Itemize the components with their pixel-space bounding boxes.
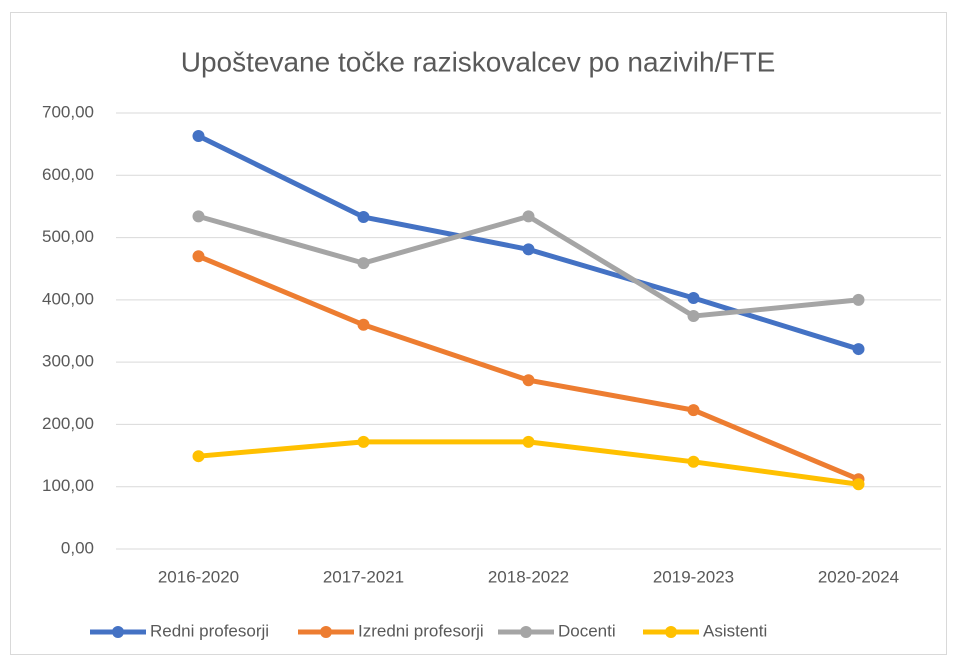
legend-label: Redni profesorji: [150, 621, 269, 640]
point: [192, 450, 205, 463]
y-tick-label: 0,00: [61, 538, 94, 557]
point: [522, 374, 535, 387]
legend-label: Asistenti: [703, 621, 767, 640]
x-tick-label: 2018-2022: [488, 567, 569, 586]
point: [852, 293, 865, 306]
point: [522, 435, 535, 448]
point: [687, 310, 700, 323]
chart-border: [10, 12, 947, 655]
y-tick-label: 700,00: [42, 102, 94, 121]
y-tick-label: 600,00: [42, 165, 94, 184]
point: [357, 257, 370, 270]
x-tick-label: 2016-2020: [158, 567, 239, 586]
y-tick-label: 500,00: [42, 227, 94, 246]
chart-title: Upoštevane točke raziskovalcev po nazivi…: [181, 46, 776, 77]
legend-marker: [520, 626, 532, 638]
point: [687, 291, 700, 304]
legend-marker: [112, 626, 124, 638]
x-tick-label: 2019-2023: [653, 567, 734, 586]
point: [687, 455, 700, 468]
point: [357, 435, 370, 448]
legend-marker: [320, 626, 332, 638]
point: [357, 318, 370, 331]
legend-marker: [665, 626, 677, 638]
point: [192, 130, 205, 143]
y-tick-label: 200,00: [42, 414, 94, 433]
x-tick-label: 2020-2024: [818, 567, 899, 586]
legend-label: Docenti: [558, 621, 616, 640]
point: [522, 243, 535, 256]
point: [522, 210, 535, 223]
point: [192, 250, 205, 263]
y-tick-label: 100,00: [42, 476, 94, 495]
x-tick-label: 2017-2021: [323, 567, 404, 586]
point: [357, 211, 370, 224]
point: [852, 478, 865, 491]
point: [852, 343, 865, 356]
point: [687, 404, 700, 417]
y-tick-label: 400,00: [42, 289, 94, 308]
legend-label: Izredni profesorji: [358, 621, 484, 640]
point: [192, 210, 205, 223]
y-tick-label: 300,00: [42, 352, 94, 371]
